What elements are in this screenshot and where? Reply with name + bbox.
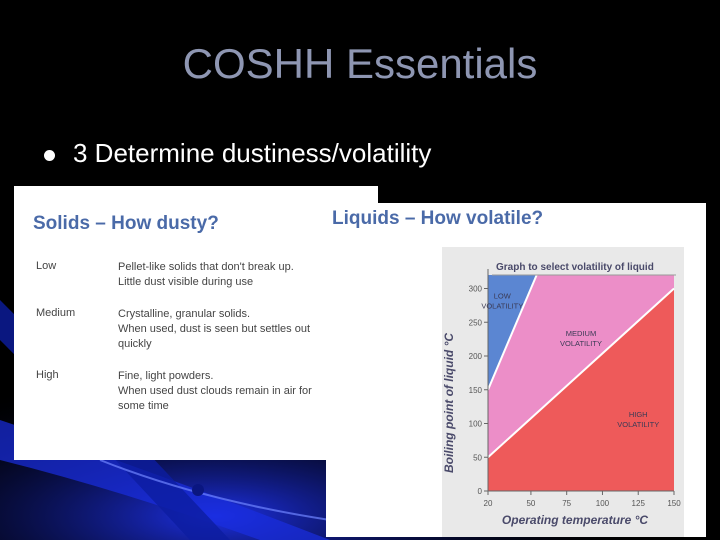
liquids-heading: Liquids – How volatile? [332, 208, 544, 229]
region-label-high: VOLATILITY [617, 420, 659, 429]
y-tick-label: 300 [469, 285, 483, 294]
solid-description-line: Little dust visible during use [118, 276, 254, 288]
boundary-low-medium [487, 274, 538, 391]
liquids-volatility-panel: Graph to select volatility of liquid 0 50 1… [326, 203, 706, 537]
slide-title: COSHH Essentials [182, 40, 538, 87]
solid-description-line: When used dust clouds remain in air for [118, 385, 312, 397]
solid-description: Pellet-like solids that don't break up. … [118, 260, 343, 290]
solid-description-line: Pellet-like solids that don't break up. [118, 261, 294, 273]
region-label-low: LOW [494, 292, 512, 301]
solid-description-line: Fine, light powders. [118, 370, 214, 382]
bullet-text: 3 Determine dustiness/volatility [73, 137, 432, 168]
y-tick-label: 250 [469, 318, 483, 327]
region-label-high: HIGH [629, 410, 648, 419]
x-tick-label: 75 [562, 499, 571, 508]
solid-description-line: When used, dust is seen but settles out [118, 323, 311, 335]
y-tick-label: 150 [469, 386, 483, 395]
x-tick-label: 150 [667, 499, 681, 508]
solid-description-line: Crystalline, granular solids. [118, 308, 251, 320]
solid-level: Low [36, 260, 57, 272]
solid-description: Crystalline, granular solids. When used,… [118, 307, 343, 352]
bullet-item: 3 Determine dustiness/volatility [44, 133, 431, 173]
solids-dustiness-panel: Solids – How dusty? Low Pellet-like soli… [14, 186, 378, 460]
y-tick-label: 100 [469, 420, 483, 429]
y-tick-label: 0 [478, 487, 483, 496]
y-tick-label: 50 [473, 453, 482, 462]
x-tick-label: 100 [596, 499, 610, 508]
region-medium [488, 275, 674, 458]
y-axis-label: Boiling point of liquid °C [442, 333, 456, 473]
boundary-medium-high [487, 287, 675, 458]
solids-heading: Solids – How dusty? [33, 213, 219, 234]
solid-description-line: quickly [118, 338, 152, 350]
solid-level: High [36, 369, 59, 381]
y-tick-label: 200 [469, 352, 483, 361]
region-label-medium: VOLATILITY [560, 339, 602, 348]
solid-level: Medium [36, 307, 76, 319]
region-label-low: VOLATILITY [481, 302, 523, 311]
x-tick-label: 20 [484, 499, 493, 508]
chart-title: Graph to select volatility of liquid [496, 262, 654, 273]
region-label-medium: MEDIUM [566, 329, 596, 338]
solid-description: Fine, light powders. When used dust clou… [118, 369, 343, 414]
bullet-dot-icon [44, 149, 55, 161]
x-axis-label: Operating temperature °C [502, 513, 648, 527]
x-tick-label: 125 [632, 499, 646, 508]
volatility-chart: Graph to select volatility of liquid 0 50 1… [442, 247, 684, 537]
x-tick-label: 50 [526, 499, 535, 508]
region-high [488, 288, 674, 491]
solid-description-line: some time [118, 400, 169, 412]
